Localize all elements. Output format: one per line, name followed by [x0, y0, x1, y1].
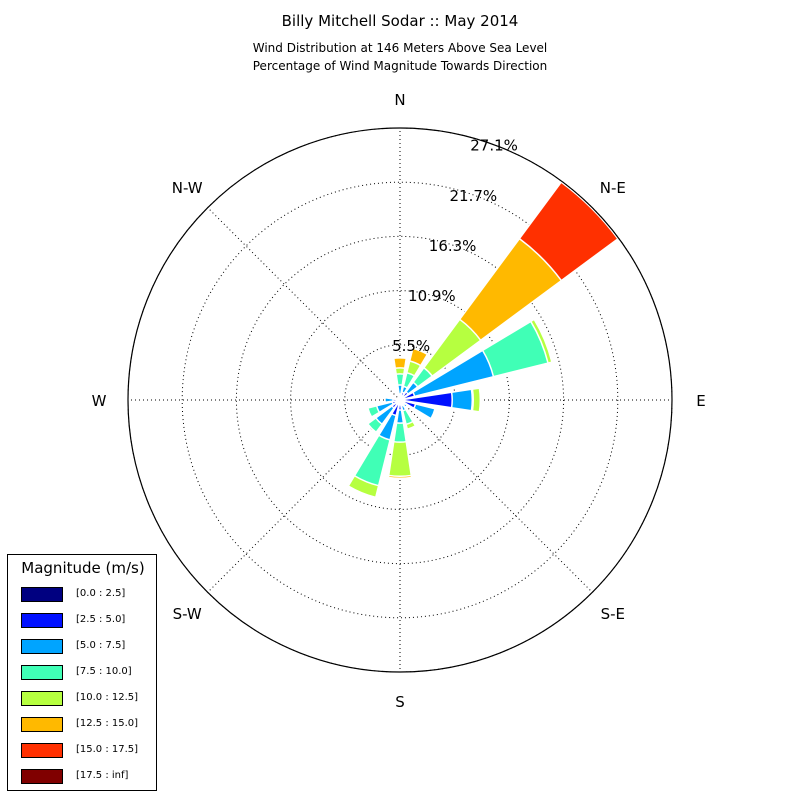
legend-label: [2.5 : 5.0]: [76, 614, 126, 625]
legend-label: [5.0 : 7.5]: [76, 640, 126, 651]
legend-swatch: [21, 587, 63, 602]
direction-label-s-w: S-W: [173, 605, 202, 623]
wedge-s-bin-1: [397, 399, 403, 411]
wedge-n-bin-2: [396, 384, 404, 401]
legend-label: [17.5 : inf]: [76, 770, 129, 781]
direction-label-n-e: N-E: [600, 179, 626, 197]
legend-label: [12.5 : 15.0]: [76, 718, 139, 729]
ring-gridline: [235, 235, 565, 565]
legend-swatch: [21, 717, 63, 732]
direction-label-w: W: [92, 392, 107, 410]
wedge-nnw-bin-0: [397, 397, 401, 401]
legend-title: Magnitude (m/s): [21, 559, 145, 577]
radial-gridline: [207, 207, 401, 401]
direction-label-n-w: N-W: [172, 179, 203, 197]
radial-tick-label: 5.5%: [392, 337, 430, 355]
legend-swatch: [21, 769, 63, 784]
radial-gridline: [399, 399, 593, 593]
legend-label: [10.0 : 12.5]: [76, 692, 139, 703]
outer-frame: [127, 127, 673, 673]
radial-tick-label: 10.9%: [408, 287, 456, 305]
legend-label: [7.5 : 10.0]: [76, 666, 132, 677]
wedge-ene-bin-2: [399, 349, 495, 401]
legend-swatch: [21, 743, 63, 758]
legend-swatch: [21, 691, 63, 706]
radial-tick-label: 16.3%: [429, 237, 477, 255]
legend-label: [0.0 : 2.5]: [76, 588, 126, 599]
ring-gridline: [181, 181, 619, 619]
legend: Magnitude (m/s) [0.0 : 2.5] [2.5 : 5.0] [5…: [7, 554, 157, 791]
chart-title: Billy Mitchell Sodar :: May 2014: [281, 12, 519, 30]
chart-subtitle-line1: Wind Distribution at 146 Meters Above Se…: [252, 41, 548, 55]
direction-label-s-e: S-E: [601, 605, 625, 623]
direction-label-e: E: [696, 392, 705, 410]
wedge-e-bin-1: [399, 391, 453, 409]
direction-label-n: N: [394, 91, 405, 109]
radial-tick-label: 27.1%: [470, 137, 518, 155]
legend-swatch: [21, 613, 63, 628]
chart-subtitle-line2: Percentage of Wind Magnitude Towards Dir…: [252, 59, 548, 73]
direction-label-s: S: [395, 693, 405, 711]
legend-swatch: [21, 639, 63, 654]
legend-label: [15.0 : 17.5]: [76, 744, 139, 755]
wedge-s-bin-2: [395, 399, 405, 424]
radial-tick-label: 21.7%: [450, 187, 498, 205]
legend-swatch: [21, 665, 63, 680]
